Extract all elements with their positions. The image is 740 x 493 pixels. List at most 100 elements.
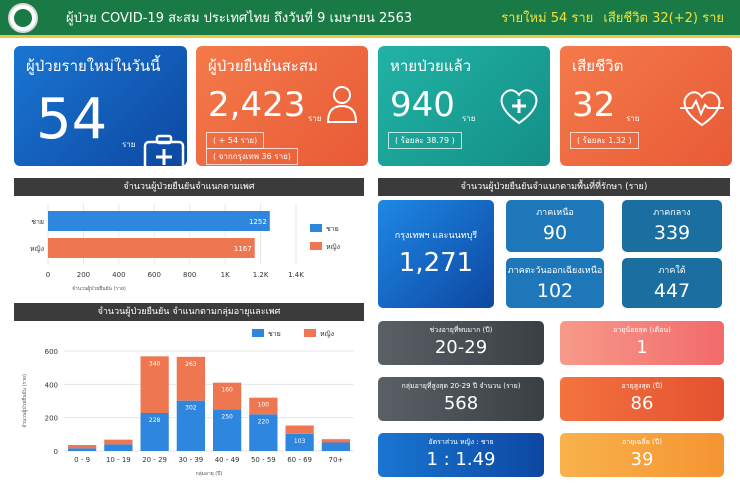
gender-x-tick: 1K [221, 271, 230, 279]
gender-x-tick: 1.4K [288, 271, 304, 279]
age-bar-value-label: 263 [185, 361, 197, 368]
region-central-label: ภาคกลาง [653, 208, 691, 218]
region-bkk-value: 1,271 [398, 248, 474, 278]
gender-bar [48, 211, 270, 231]
region-north: ภาคเหนือ 90 [506, 200, 604, 252]
age-x-tick: 60 - 69 [287, 456, 312, 464]
age-bar-segment [212, 382, 242, 410]
stat-max-age-value: 86 [630, 393, 654, 414]
gender-category-label: หญิง [30, 245, 44, 253]
region-south-value: 447 [653, 280, 691, 302]
page-title: ผู้ป่วย COVID-19 สะสม ประเทศไทย ถึงวันที… [66, 11, 413, 26]
age-bar-segment [285, 425, 314, 434]
age-bar-segment [176, 400, 206, 451]
stat-min-age: อายุน้อยสุด (เดือน) 1 [560, 321, 724, 365]
age-x-tick: 30 - 39 [178, 456, 203, 464]
card-confirmed-sub1: ( + 54 ราย) [206, 132, 265, 149]
gender-x-tick: 400 [112, 271, 125, 279]
card-deaths-label: เสียชีวิต [572, 57, 624, 75]
age-y-tick: 0 [54, 448, 58, 456]
age-y-axis-label: จำนวนผู้ป่วยยืนยัน (ราย) [21, 374, 28, 428]
age-bar-segment [249, 397, 278, 415]
gender-legend-swatch [310, 224, 322, 232]
ministry-logo [8, 2, 38, 33]
header-bar: ผู้ป่วย COVID-19 สะสม ประเทศไทย ถึงวันที… [0, 0, 740, 38]
age-x-tick: 50 - 59 [251, 456, 276, 464]
stat-min-age-label: อายุน้อยสุด (เดือน) [613, 326, 671, 334]
stat-min-age-value: 1 [636, 337, 648, 358]
age-bar-value-label: 220 [258, 418, 270, 425]
card-confirmed-value: 2,423 [208, 85, 306, 125]
region-northeast-value: 102 [536, 280, 574, 302]
stat-common-age-label: ช่วงอายุที่พบมาก (ปี) [429, 326, 493, 334]
gender-bar-chart: 0 200 400 600 800 1K 1.2K 1.4K ชาย 1252 หญิง 1167 จำ… [30, 204, 340, 292]
region-central-value: 339 [653, 222, 691, 244]
gender-x-tick: 0 [46, 271, 50, 279]
stat-median-age-label: อายุเฉลี่ย (ปี) [622, 438, 662, 446]
card-deaths: เสียชีวิต 32 ราย ( ร้อยละ 1.32 ) [560, 46, 732, 166]
header-new-cases: รายใหม่ 54 ราย [501, 11, 594, 26]
card-deaths-unit: ราย [626, 114, 640, 123]
age-bar-value-label: 100 [258, 402, 270, 409]
age-bar-segment [104, 444, 133, 451]
region-north-label: ภาคเหนือ [536, 208, 574, 218]
gender-legend-label: ชาย [326, 225, 339, 233]
person-icon [326, 86, 358, 123]
age-bar-segment [285, 433, 314, 451]
section-age-title: จำนวนผู้ป่วยยืนยัน จำแนกตามกลุ่มอายุและเ… [14, 303, 364, 321]
stat-common-age: ช่วงอายุที่พบมาก (ปี) 20-29 [378, 321, 544, 365]
age-bar-value-label: 250 [221, 413, 233, 420]
age-bar-value-label: 302 [185, 405, 197, 412]
gender-legend-swatch [310, 242, 322, 250]
age-legend-swatch [252, 329, 264, 337]
age-bar-segment [67, 448, 97, 451]
age-legend-label: ชาย [268, 330, 281, 338]
age-bar-segment [176, 356, 206, 401]
age-bar-segment [67, 445, 97, 449]
region-bkk-label: กรุงเทพฯ และนนทบุรี [394, 231, 478, 241]
stat-common-age-value: 20-29 [434, 337, 488, 358]
card-recovered: หายป่วยแล้ว 940 ราย ( ร้อยละ 38.79 ) [378, 46, 550, 166]
age-bar-segment [140, 356, 169, 413]
card-new-today: ผู้ป่วยรายใหม่ในวันนี้ 54 ราย [14, 46, 187, 166]
header-highlights: รายใหม่ 54 ราย เสียชีวิต 32(+2) ราย [495, 7, 724, 28]
age-bar-segment [104, 439, 133, 445]
first-aid-kit-icon [143, 134, 185, 166]
gender-legend-label: หญิง [326, 243, 340, 251]
age-bar-segment [212, 409, 242, 451]
age-y-tick: 400 [45, 381, 58, 389]
stat-median-age: อายุเฉลี่ย (ปี) 39 [560, 433, 724, 477]
card-recovered-unit: ราย [462, 114, 476, 123]
heartbeat-icon [680, 91, 724, 127]
gender-x-tick: 1.2K [253, 271, 269, 279]
card-recovered-label: หายป่วยแล้ว [390, 57, 472, 75]
age-legend-swatch [304, 329, 316, 337]
stat-ratio-value: 1 : 1.49 [426, 449, 496, 470]
card-deaths-value: 32 [572, 85, 616, 125]
stat-count-20-29: กลุ่มอายุที่สูงสุด 20-29 ปี จำนวน (ราย) … [378, 377, 544, 421]
age-bar-segment [140, 413, 169, 451]
gender-bar [48, 238, 255, 258]
gender-category-label: ชาย [31, 218, 44, 226]
age-y-tick: 200 [45, 415, 58, 423]
section-region-title: จำนวนผู้ป่วยยืนยันจำแนกตามพื้นที่ที่รักษ… [378, 178, 730, 196]
region-central: ภาคกลาง 339 [622, 200, 722, 252]
age-bar-segment [321, 442, 351, 451]
region-northeast-label: ภาคตะวันออกเฉียงเหนือ [507, 266, 603, 276]
stat-ratio: อัตราส่วน หญิง : ชาย 1 : 1.49 [378, 433, 544, 477]
card-new-today-label: ผู้ป่วยรายใหม่ในวันนี้ [26, 57, 161, 75]
header-deaths: เสียชีวิต 32(+2) ราย [603, 11, 724, 26]
section-gender-title: จำนวนผู้ป่วยยืนยันจำแนกตามเพศ [14, 178, 364, 196]
age-y-tick: 600 [45, 348, 58, 356]
region-northeast: ภาคตะวันออกเฉียงเหนือ 102 [506, 258, 604, 308]
card-confirmed-sub2: ( จากกรุงเทพ 36 ราย) [206, 148, 298, 165]
age-stacked-bar-chart: 0 200 400 600 0 - 9 10 - 19 228 340 20 - 29 302 26… [21, 329, 354, 477]
age-bar-segment [249, 414, 278, 451]
age-x-tick: 70+ [328, 456, 343, 464]
age-legend-label: หญิง [320, 330, 334, 338]
gender-x-tick: 200 [77, 271, 90, 279]
card-new-today-value: 54 [36, 87, 108, 152]
gender-value-label: 1252 [249, 218, 267, 226]
gender-x-axis-label: จำนวนผู้ป่วยยืนยัน (ราย) [72, 285, 126, 292]
age-bar-value-label: 228 [149, 417, 161, 424]
